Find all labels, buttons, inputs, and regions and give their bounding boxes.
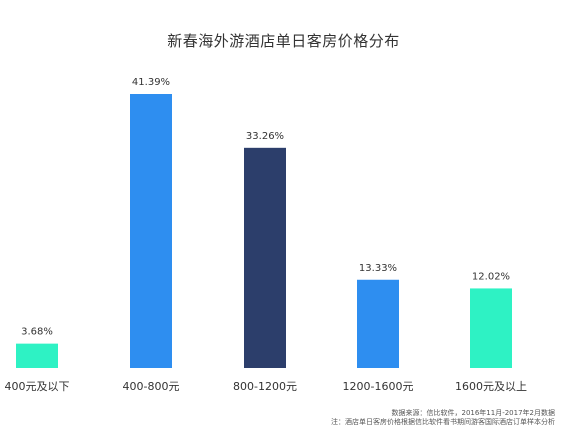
bar-4: [357, 279, 399, 368]
source-note: 数据来源：信比软件，2016年11月-2017年2月数据: [391, 409, 555, 417]
category-label-4: 1200-1600元: [343, 380, 414, 393]
chart-title: 新春海外游酒店单日客房价格分布: [167, 32, 400, 50]
category-label-5: 1600元及以上: [455, 380, 527, 393]
value-label-5: 12.02%: [472, 271, 510, 282]
method-note: 注：酒店单日客房价格根据信比软件看书期间游客国际酒店订单样本分析: [331, 418, 555, 426]
category-label-3: 800-1200元: [233, 380, 297, 393]
value-label-4: 13.33%: [359, 263, 397, 274]
value-label-1: 3.68%: [21, 327, 53, 338]
bar-5: [470, 288, 512, 368]
category-label-1: 400元及以下: [5, 380, 70, 393]
bar-1: [16, 343, 58, 368]
value-label-2: 41.39%: [132, 77, 170, 88]
bar-3: [244, 147, 286, 368]
value-label-3: 33.26%: [246, 131, 284, 142]
category-label-2: 400-800元: [123, 380, 180, 393]
bar-2: [130, 94, 172, 368]
